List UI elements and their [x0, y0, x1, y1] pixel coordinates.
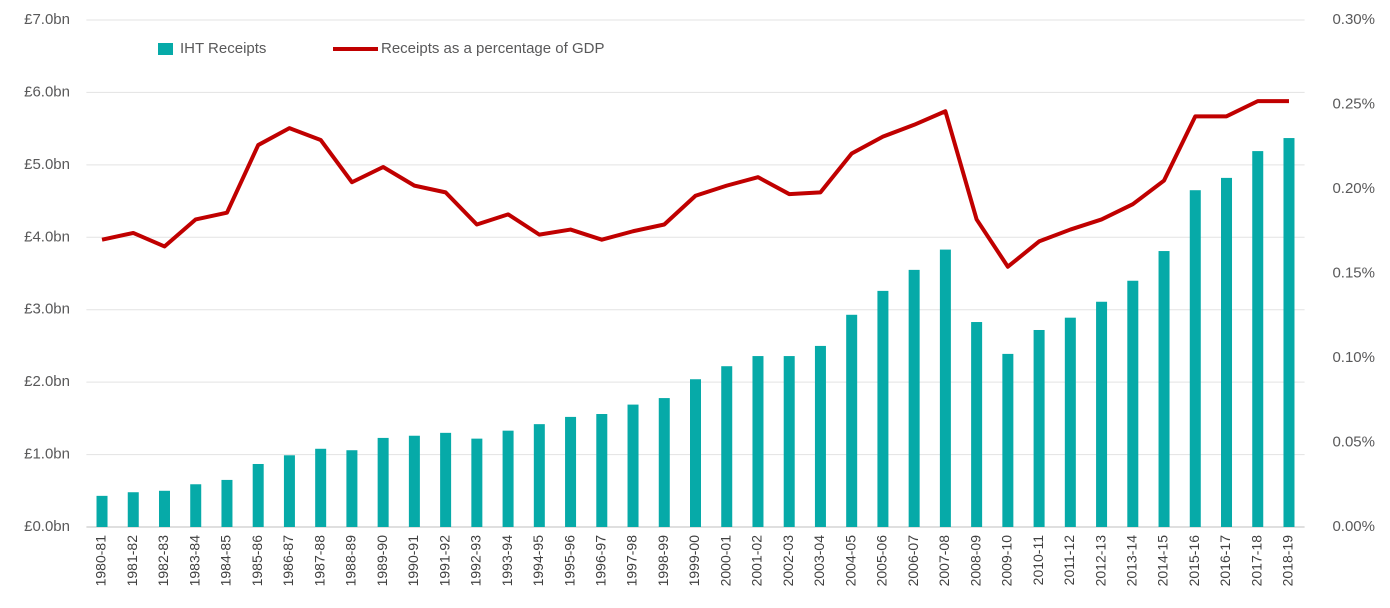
x-tick-label: 1984-85 — [218, 535, 234, 587]
x-tick-label: 2018-19 — [1280, 535, 1296, 587]
x-tick-label: 2011-12 — [1061, 535, 1077, 586]
x-tick-label: 1995-96 — [561, 535, 577, 587]
x-tick-label: 2007-08 — [936, 535, 952, 587]
bar — [814, 345, 826, 527]
y2-tick-label: 0.30% — [1332, 11, 1375, 28]
y-tick-label: £5.0bn — [24, 156, 70, 173]
bar — [1127, 280, 1139, 527]
x-tick-label: 2013-14 — [1124, 535, 1140, 587]
x-tick-label: 2015-16 — [1186, 535, 1202, 587]
bar — [315, 448, 327, 527]
y-tick-label: £4.0bn — [24, 228, 70, 245]
bar — [252, 463, 264, 527]
x-tick-label: 1994-95 — [530, 535, 546, 587]
bar — [1189, 190, 1201, 527]
x-tick-label: 2009-10 — [999, 535, 1015, 587]
bar — [658, 398, 670, 527]
x-tick-label: 2006-07 — [905, 535, 921, 587]
legend-label: Receipts as a percentage of GDP — [381, 40, 604, 57]
x-tick-label: 1985-86 — [249, 535, 265, 587]
bar — [877, 290, 889, 527]
x-tick-label: 1989-90 — [374, 535, 390, 587]
x-tick-label: 1990-91 — [405, 535, 421, 587]
bar — [596, 414, 608, 527]
x-tick-label: 2012-13 — [1092, 535, 1108, 587]
x-tick-label: 2005-06 — [874, 535, 890, 587]
bar — [1221, 177, 1233, 527]
bar — [221, 479, 233, 527]
bar — [565, 416, 577, 527]
bar — [346, 450, 358, 527]
x-tick-label: 2008-09 — [967, 535, 983, 587]
y-tick-label: £6.0bn — [24, 83, 70, 100]
bar — [1033, 329, 1045, 527]
bar — [627, 404, 639, 527]
x-tick-label: 2016-17 — [1217, 535, 1233, 587]
x-tick-label: 1991-92 — [436, 535, 452, 587]
bar — [502, 430, 514, 527]
bar — [190, 484, 202, 527]
bar — [690, 379, 701, 527]
x-tick-label: 1992-93 — [468, 535, 484, 587]
bar — [1096, 301, 1108, 527]
bar — [377, 437, 389, 527]
x-tick-label: 1986-87 — [280, 535, 296, 587]
bar — [1002, 353, 1014, 527]
x-tick-label: 1998-99 — [655, 535, 671, 587]
bar — [752, 356, 764, 527]
x-tick-label: 2001-02 — [749, 535, 765, 587]
x-tick-label: 1993-94 — [499, 535, 515, 587]
x-tick-label: 1983-84 — [186, 535, 202, 587]
legend-label: IHT Receipts — [180, 40, 266, 57]
x-tick-label: 2003-04 — [811, 535, 827, 587]
bar — [440, 432, 452, 527]
line — [101, 99, 1289, 269]
bar — [408, 435, 420, 527]
x-tick-label: 1996-97 — [592, 535, 608, 587]
bar — [783, 356, 795, 527]
bar — [971, 322, 983, 527]
x-tick-label: 1987-88 — [311, 535, 327, 587]
y2-tick-label: 0.25% — [1332, 95, 1375, 112]
y2-tick-label: 0.15% — [1332, 264, 1375, 281]
x-tick-label: 1982-83 — [155, 535, 171, 587]
bar — [283, 455, 295, 527]
bar — [127, 492, 139, 527]
bar — [846, 314, 858, 527]
x-tick-label: 1997-98 — [624, 535, 640, 587]
x-tick-label: 2000-01 — [717, 535, 733, 587]
x-tick-label: 2002-03 — [780, 535, 796, 587]
x-tick-label: 2004-05 — [842, 535, 858, 587]
bar — [1064, 317, 1076, 527]
y-tick-label: £1.0bn — [24, 446, 70, 463]
bar — [158, 490, 170, 527]
y2-tick-label: 0.05% — [1332, 433, 1375, 450]
x-tick-label: 1981-82 — [124, 535, 140, 587]
x-tick-label: 2010-11 — [1030, 535, 1046, 586]
y-tick-label: £2.0bn — [24, 373, 70, 390]
x-tick-label: 2014-15 — [1155, 535, 1171, 587]
y-tick-label: £7.0bn — [24, 11, 70, 28]
bar — [1252, 151, 1264, 528]
y-tick-label: £3.0bn — [24, 301, 70, 318]
x-tick-label: 1980-81 — [93, 535, 109, 587]
bar — [908, 269, 920, 527]
y2-tick-label: 0.00% — [1332, 518, 1375, 535]
bar — [471, 438, 483, 527]
x-tick-label: 2017-18 — [1248, 535, 1264, 587]
y2-tick-label: 0.10% — [1332, 349, 1375, 366]
bar — [533, 424, 545, 527]
bar — [721, 366, 733, 527]
legend-swatch — [158, 43, 173, 55]
y-tick-label: £0.0bn — [24, 518, 70, 535]
x-tick-label: 1999-00 — [686, 535, 702, 587]
bar — [939, 249, 951, 527]
bar — [1158, 251, 1170, 527]
y2-tick-label: 0.20% — [1332, 180, 1375, 197]
bar — [1283, 138, 1295, 527]
x-tick-label: 1988-89 — [343, 535, 359, 587]
bar — [96, 495, 108, 527]
